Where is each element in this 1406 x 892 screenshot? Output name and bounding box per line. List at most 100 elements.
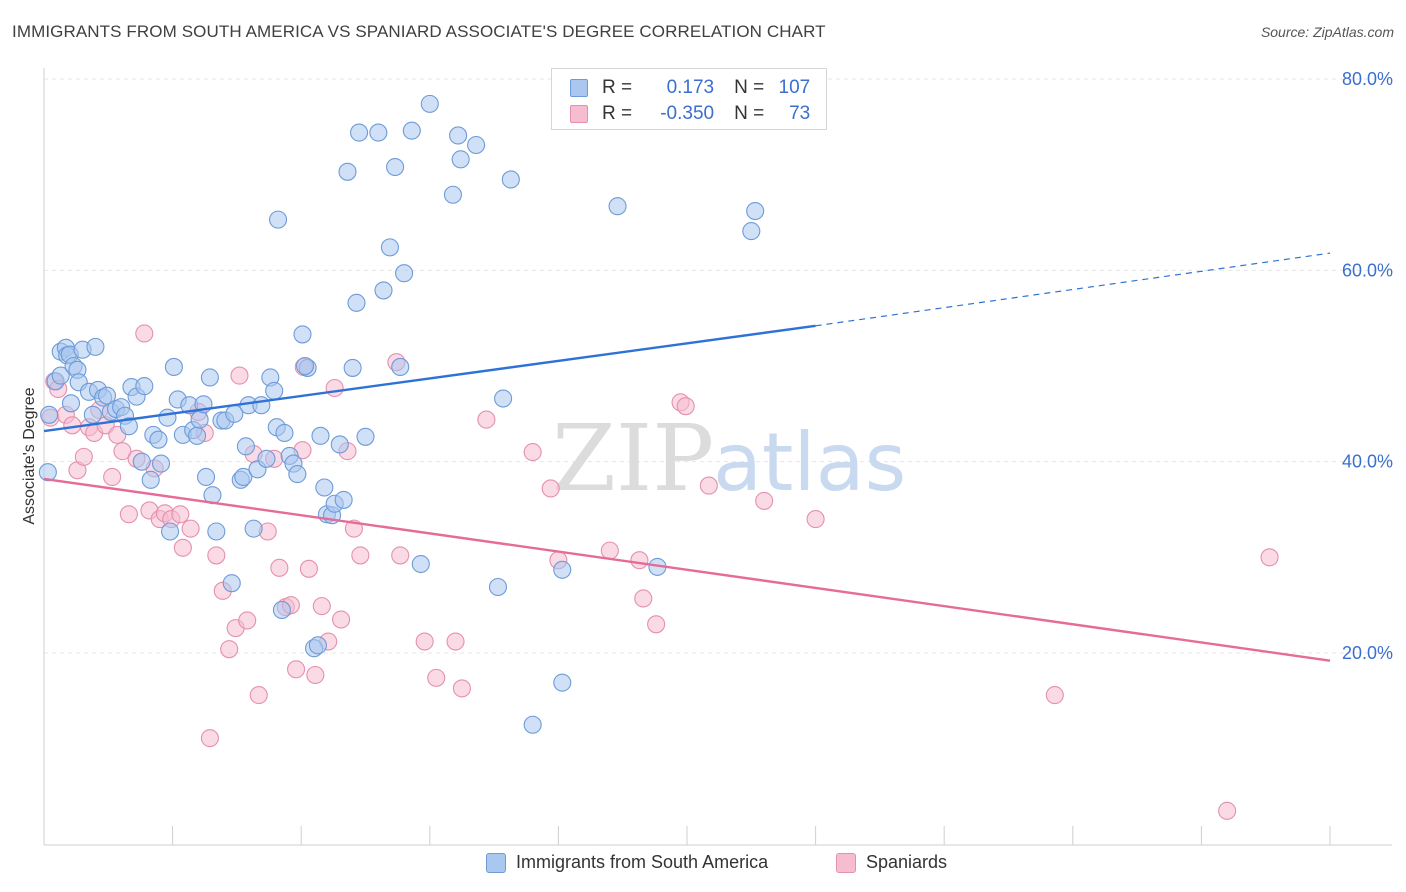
stats-n-value: 107 bbox=[778, 77, 811, 98]
immigrants-point bbox=[38, 463, 57, 482]
immigrants-point bbox=[288, 465, 307, 484]
spaniards-point bbox=[270, 558, 289, 577]
immigrants-point bbox=[158, 408, 177, 427]
source-label: Source: ZipAtlas.com bbox=[1260, 24, 1394, 40]
immigrants-point bbox=[308, 636, 327, 655]
immigrants-point bbox=[222, 574, 241, 593]
spaniards-point bbox=[103, 467, 122, 487]
immigrants-point bbox=[196, 467, 216, 487]
watermark-atlas: atlas bbox=[713, 416, 906, 509]
legend-label-spaniards: Spaniards bbox=[866, 852, 948, 872]
spaniards-point bbox=[806, 510, 825, 529]
gridlines bbox=[44, 78, 1392, 654]
immigrants-point bbox=[338, 162, 357, 181]
spaniards-point bbox=[249, 686, 268, 705]
legend-swatch-spaniards bbox=[836, 852, 856, 873]
legend-item-spaniards[interactable]: Spaniards bbox=[836, 852, 947, 873]
immigrants-point bbox=[269, 210, 288, 229]
immigrants-point bbox=[395, 264, 414, 283]
immigrants-trend-extension bbox=[815, 252, 1331, 327]
immigrants-point bbox=[494, 389, 513, 408]
spaniards-point bbox=[630, 551, 649, 570]
immigrants-point bbox=[443, 185, 462, 204]
spaniards-point bbox=[135, 324, 154, 343]
stats-legend: R = 0.173 N = 107 R = -0.350 N = 73 bbox=[551, 68, 827, 130]
immigrants-point bbox=[275, 423, 294, 443]
immigrants-point bbox=[501, 170, 520, 189]
spaniards-point bbox=[312, 597, 331, 616]
immigrants-point bbox=[369, 123, 388, 142]
tick-labels: 20.0%40.0%60.0%80.0%0.0%100.0% bbox=[1342, 69, 1393, 663]
immigrants-point bbox=[236, 437, 255, 456]
immigrants-point bbox=[608, 197, 627, 216]
immigrants-point bbox=[135, 377, 154, 396]
immigrants-point bbox=[391, 357, 410, 377]
spaniards-point bbox=[173, 538, 192, 557]
stats-swatch-spaniards bbox=[570, 105, 588, 123]
immigrants-point bbox=[86, 337, 105, 356]
spaniards-point bbox=[230, 366, 249, 385]
axes bbox=[43, 68, 1392, 846]
immigrants-point bbox=[350, 123, 369, 142]
immigrants-point bbox=[315, 478, 334, 497]
spaniards-point bbox=[1260, 548, 1279, 567]
legend-item-immigrants[interactable]: Immigrants from South America bbox=[486, 852, 768, 873]
spaniards-point bbox=[119, 505, 138, 524]
immigrants-point bbox=[164, 357, 183, 377]
immigrants-point bbox=[553, 560, 572, 579]
immigrants-point bbox=[449, 126, 468, 145]
spaniards-point bbox=[477, 410, 496, 429]
spaniards-point bbox=[699, 476, 718, 495]
spaniards-point bbox=[391, 546, 410, 565]
immigrants-point bbox=[411, 554, 430, 574]
stats-n-value: 73 bbox=[789, 103, 811, 124]
watermark: ZIP atlas bbox=[552, 405, 906, 512]
immigrants-point bbox=[207, 522, 226, 541]
immigrants-point bbox=[190, 410, 209, 429]
immigrants-point bbox=[293, 325, 312, 344]
spaniards-point bbox=[351, 546, 370, 565]
immigrants-point bbox=[132, 452, 151, 471]
scatter-chart: ZIP atlas 20.0%40.0%60.0%80.0%0.0%100.0%… bbox=[21, 68, 1393, 846]
spaniards-point bbox=[299, 559, 318, 578]
immigrants-point bbox=[83, 405, 102, 424]
stats-swatch-immigrants bbox=[570, 79, 588, 97]
spaniards-point bbox=[207, 546, 226, 565]
immigrants-point bbox=[330, 435, 349, 454]
immigrants-point bbox=[402, 121, 421, 140]
immigrants-point bbox=[746, 201, 765, 221]
spaniards-point bbox=[634, 589, 653, 608]
stats-r-value: 0.173 bbox=[666, 77, 715, 98]
spaniards-point bbox=[332, 610, 351, 629]
immigrants-point bbox=[149, 430, 168, 449]
legend-label-immigrants: Immigrants from South America bbox=[516, 852, 769, 872]
legend-swatch-immigrants bbox=[486, 852, 506, 873]
immigrants-point bbox=[160, 522, 180, 541]
immigrants-point bbox=[343, 358, 362, 377]
y-axis-label: Associate's Degree bbox=[21, 387, 38, 524]
spaniards-point bbox=[647, 615, 666, 634]
immigrants-point bbox=[200, 368, 219, 387]
immigrants-point bbox=[380, 238, 399, 257]
bottom-legend: Immigrants from South America Spaniards bbox=[0, 852, 1406, 878]
spaniards-point bbox=[676, 397, 695, 416]
spaniards-point bbox=[181, 519, 200, 538]
spaniards-point bbox=[287, 660, 306, 679]
immigrants-point bbox=[742, 222, 761, 241]
immigrants-point bbox=[252, 396, 271, 415]
immigrants-point bbox=[523, 715, 542, 734]
immigrants-point bbox=[151, 454, 171, 473]
stats-n-label: N = bbox=[734, 77, 765, 98]
immigrants-point bbox=[467, 135, 486, 155]
y-tick-label: 40.0% bbox=[1342, 452, 1393, 472]
spaniards-point bbox=[74, 447, 93, 466]
immigrants-point bbox=[51, 366, 70, 385]
y-tick-label: 80.0% bbox=[1342, 69, 1393, 89]
spaniards-point bbox=[113, 442, 132, 461]
stats-r-value: -0.350 bbox=[660, 103, 715, 124]
stats-row-immigrants: R = 0.173 N = 107 bbox=[570, 76, 810, 100]
watermark-zip: ZIP bbox=[552, 405, 714, 512]
immigrants-point bbox=[451, 150, 470, 169]
chart-title: IMMIGRANTS FROM SOUTH AMERICA VS SPANIAR… bbox=[12, 22, 826, 41]
spaniards-point bbox=[415, 632, 434, 651]
